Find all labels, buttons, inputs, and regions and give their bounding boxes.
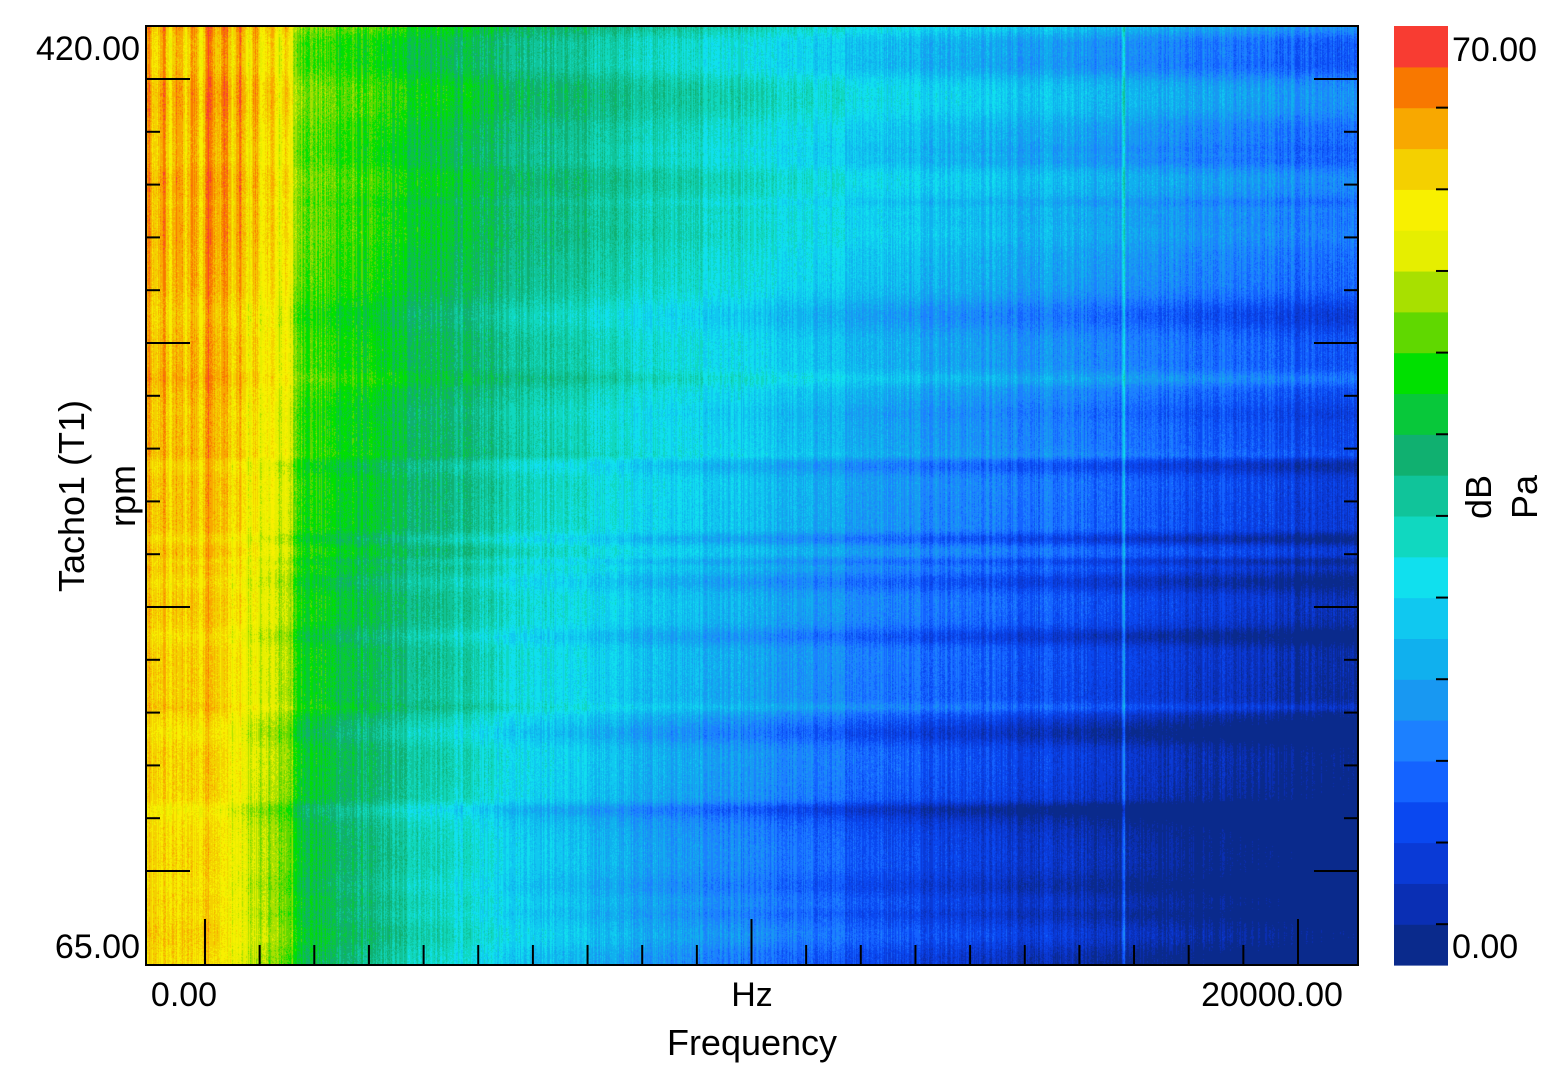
- x-tick-label-min: 0.00: [151, 976, 217, 1014]
- colorbar-swatch: [1394, 842, 1448, 884]
- colorbar-tick-label-max: 70.00: [1452, 31, 1537, 69]
- y-tick-label-max: 420.00: [36, 30, 140, 68]
- heatmap-image: [146, 26, 1358, 965]
- x-axis-title: Frequency: [667, 1022, 837, 1063]
- colorbar-swatch: [1394, 311, 1448, 354]
- colorbar-swatch: [1394, 66, 1448, 109]
- colorbar-swatch: [1394, 801, 1448, 844]
- colorbar-swatch: [1394, 883, 1448, 925]
- x-axis-unit: Hz: [731, 976, 773, 1014]
- colorbar-swatch: [1394, 434, 1448, 476]
- colorbar-swatch: [1394, 230, 1448, 272]
- colorbar-swatch: [1394, 679, 1448, 721]
- colorbar-swatch: [1394, 760, 1448, 803]
- colorbar-swatch: [1394, 515, 1448, 558]
- colorbar-swatch: [1394, 475, 1448, 517]
- colorbar-swatch: [1394, 107, 1448, 150]
- colorbar-swatch: [1394, 270, 1448, 313]
- colorbar-title: Pa: [1504, 474, 1545, 519]
- colorbar-swatch: [1394, 638, 1448, 680]
- colorbar-swatch: [1394, 720, 1448, 762]
- colorbar-swatch: [1394, 189, 1448, 231]
- colorbar-swatch: [1394, 352, 1448, 395]
- y-axis-title: Tacho1 (T1): [51, 400, 92, 592]
- colorbar-swatch: [1394, 393, 1448, 435]
- colorbar-swatch: [1394, 26, 1448, 68]
- x-tick-label-max: 20000.00: [1201, 976, 1343, 1014]
- colorbar-tick-label-min: 0.00: [1452, 928, 1518, 966]
- y-tick-label-min: 65.00: [55, 928, 140, 966]
- colorbar-swatch: [1394, 556, 1448, 599]
- plot-frame: [145, 25, 1359, 966]
- colorbar-swatch: [1394, 148, 1448, 190]
- colorbar-swatch: [1394, 597, 1448, 639]
- colorbar: [1394, 26, 1448, 966]
- colorbar-unit: dB: [1458, 475, 1499, 519]
- y-axis-unit: rpm: [102, 465, 143, 527]
- heatmap-plot-area: [146, 26, 1358, 965]
- colorbar-swatch: [1394, 924, 1448, 966]
